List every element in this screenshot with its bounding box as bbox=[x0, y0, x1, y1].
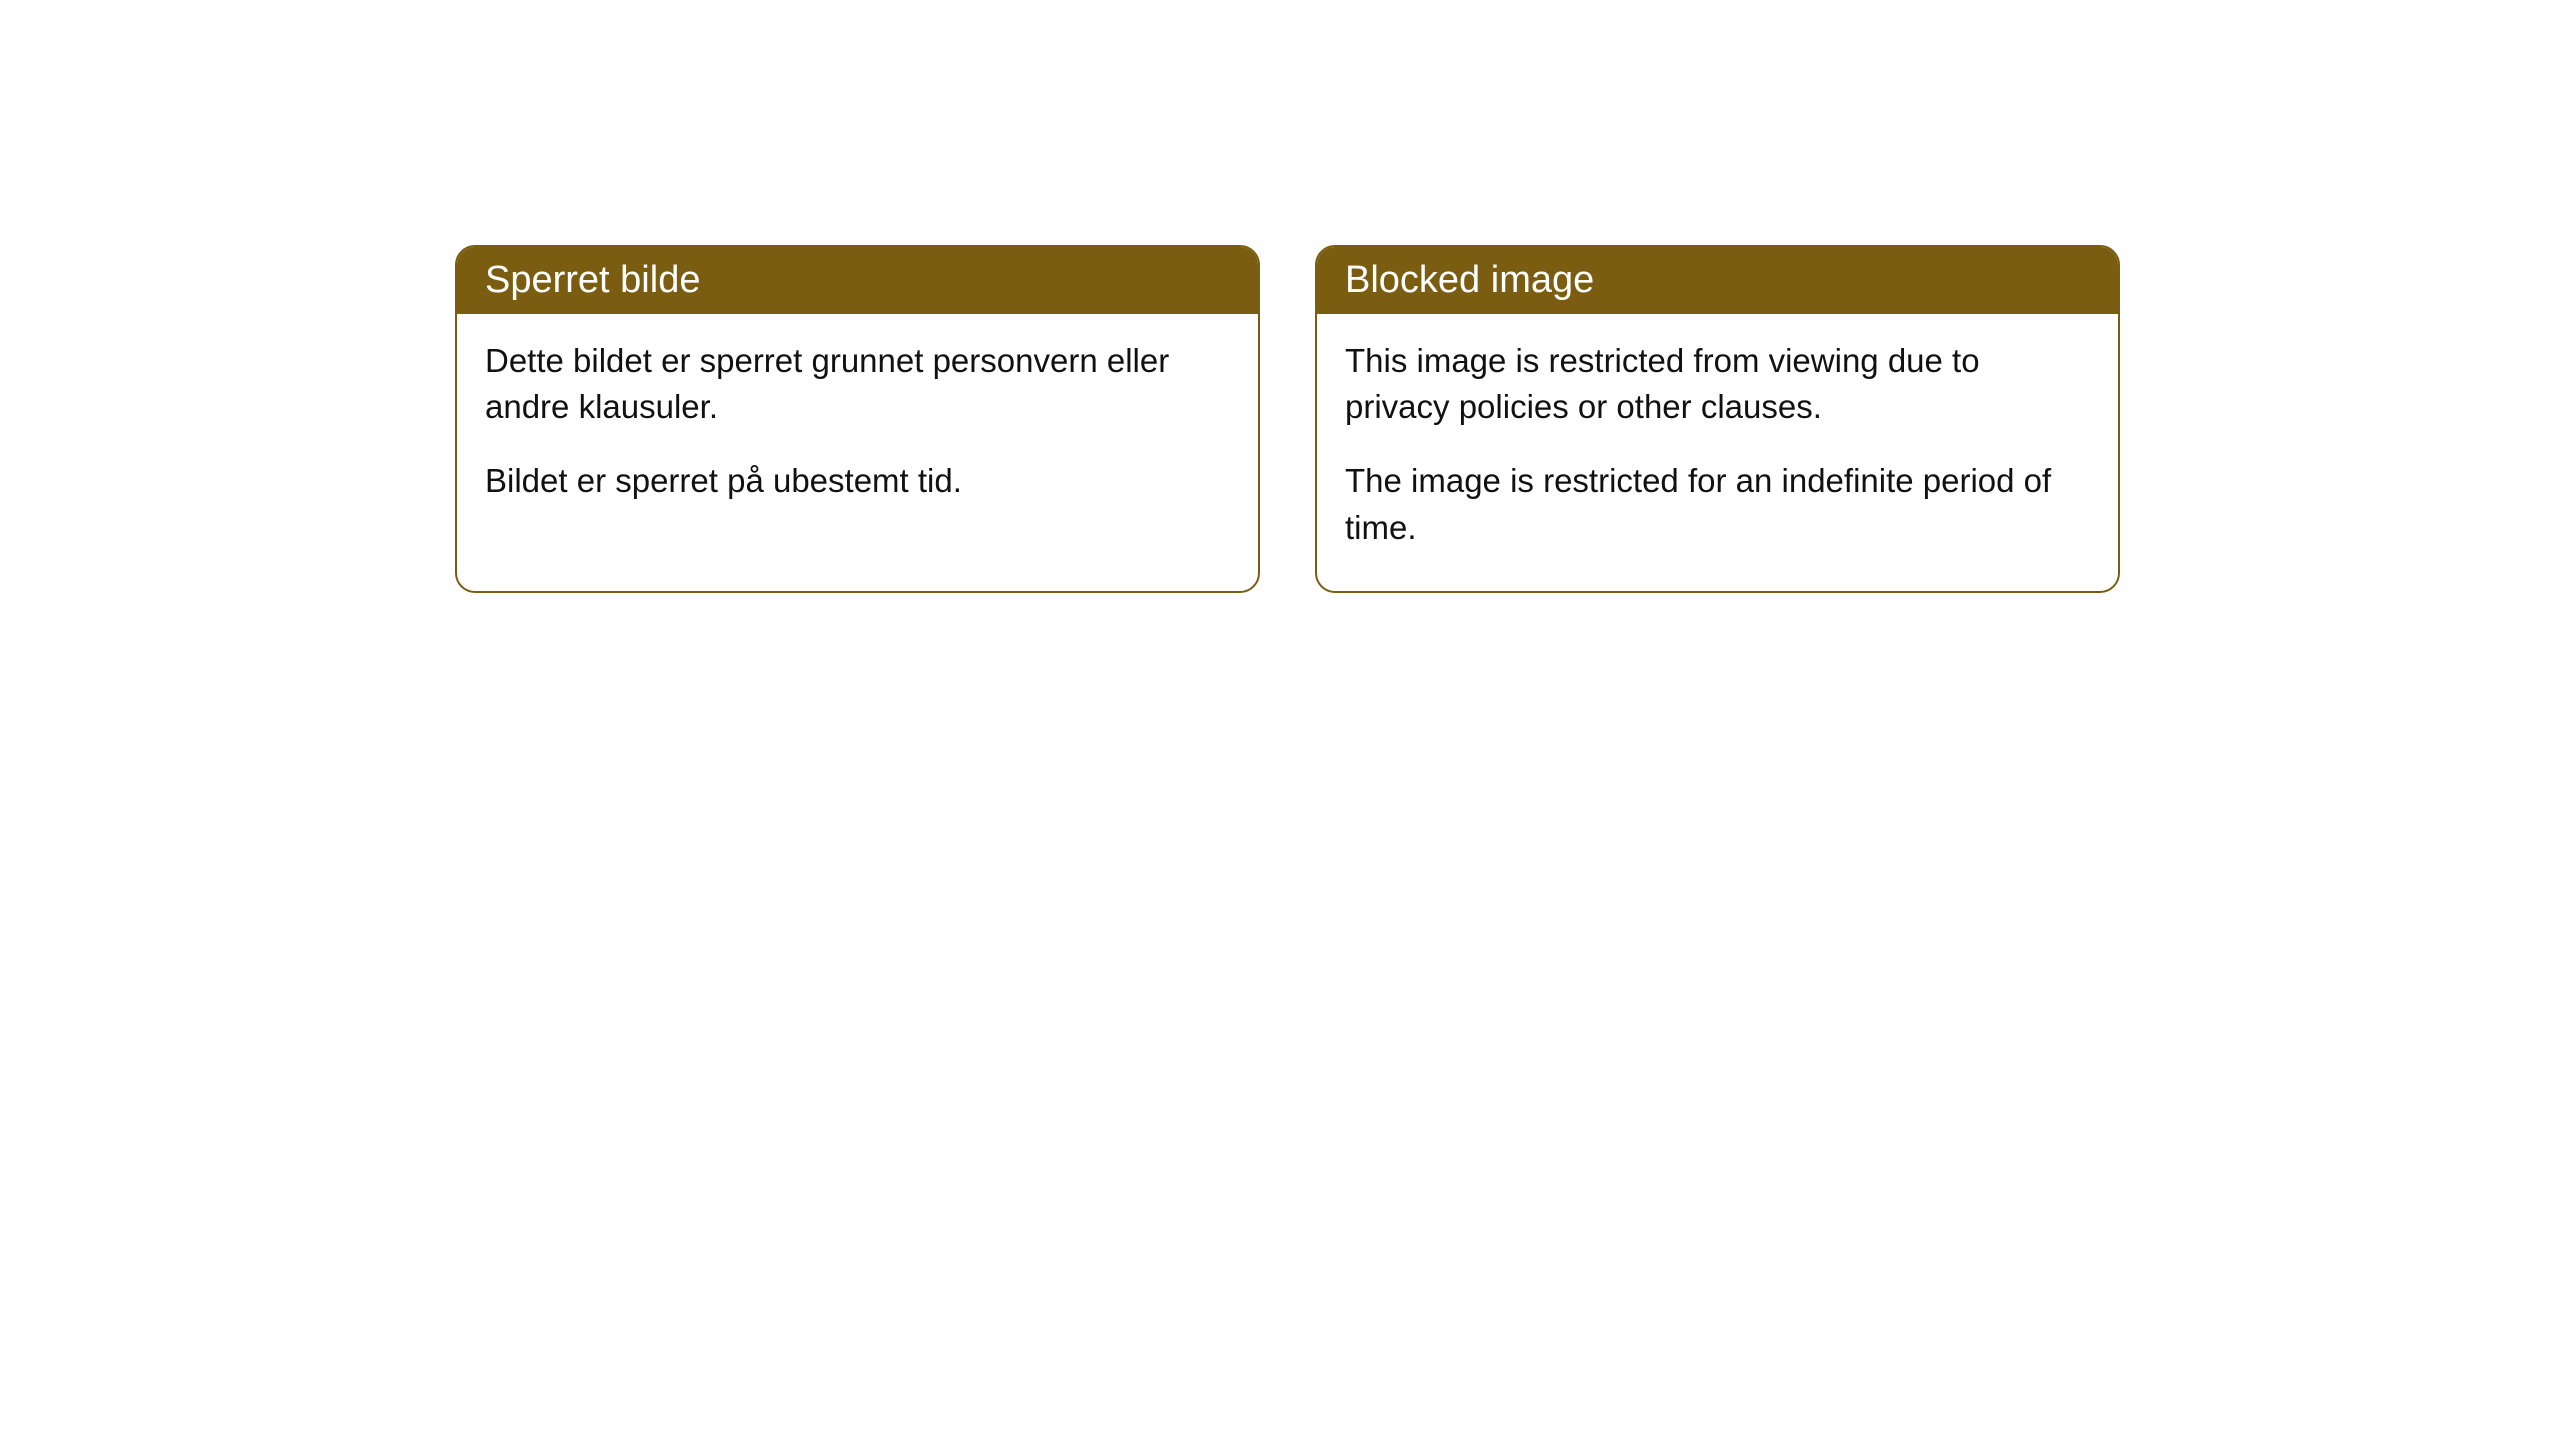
card-body-no: Dette bildet er sperret grunnet personve… bbox=[457, 314, 1258, 545]
card-norwegian: Sperret bilde Dette bildet er sperret gr… bbox=[455, 245, 1260, 593]
card-header-no: Sperret bilde bbox=[457, 247, 1258, 314]
cards-container: Sperret bilde Dette bildet er sperret gr… bbox=[455, 245, 2560, 593]
card-body-en: This image is restricted from viewing du… bbox=[1317, 314, 2118, 591]
card-english: Blocked image This image is restricted f… bbox=[1315, 245, 2120, 593]
card-text-en-2: The image is restricted for an indefinit… bbox=[1345, 458, 2090, 550]
card-text-no-1: Dette bildet er sperret grunnet personve… bbox=[485, 338, 1230, 430]
card-header-en: Blocked image bbox=[1317, 247, 2118, 314]
card-text-en-1: This image is restricted from viewing du… bbox=[1345, 338, 2090, 430]
card-text-no-2: Bildet er sperret på ubestemt tid. bbox=[485, 458, 1230, 504]
